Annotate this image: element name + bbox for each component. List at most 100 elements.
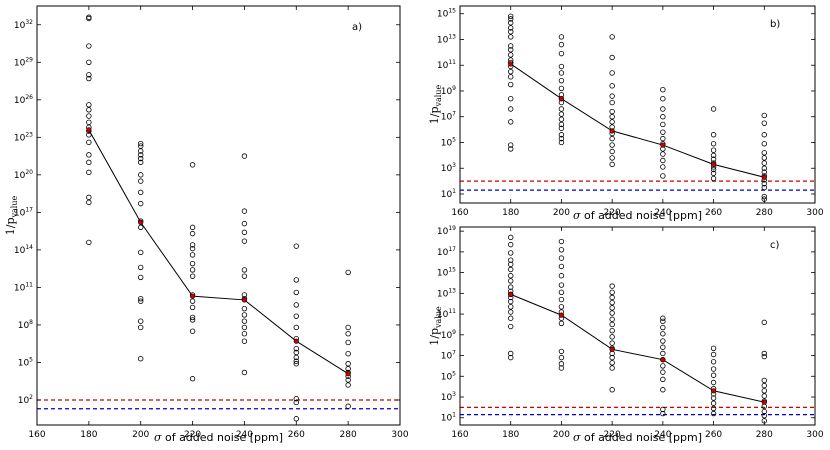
data-point (558, 135, 565, 142)
data-point (660, 129, 666, 135)
data-point (508, 119, 514, 125)
data-point (508, 43, 514, 49)
data-point (241, 312, 248, 318)
data-point (660, 324, 666, 331)
data-point (86, 59, 92, 65)
data-point (508, 250, 514, 256)
data-point (508, 354, 514, 361)
y-tick-label: 1015 (437, 267, 456, 279)
data-point (609, 354, 615, 361)
x-tick-label: 220 (604, 208, 621, 218)
data-point (189, 314, 196, 321)
x-tick-label: 160 (451, 430, 468, 440)
data-point (558, 348, 565, 355)
data-point (138, 178, 144, 184)
data-point (293, 354, 299, 361)
data-point (660, 106, 666, 112)
data-point (189, 273, 196, 279)
data-point (710, 395, 717, 401)
data-point (508, 241, 514, 248)
data-point (609, 161, 615, 168)
data-point (138, 324, 144, 331)
data-point (293, 302, 299, 308)
data-point (761, 180, 767, 187)
data-point (710, 152, 717, 159)
data-point (609, 99, 615, 106)
data-point (558, 255, 565, 261)
data-point (241, 324, 248, 331)
data-point (138, 152, 144, 158)
data-point (293, 349, 299, 356)
x-tick-label: 220 (604, 430, 621, 440)
data-point (241, 273, 248, 279)
x-tick-label: 160 (28, 430, 45, 440)
y-tick-label: 1011 (14, 281, 33, 293)
data-point (609, 365, 615, 371)
data-point (710, 156, 717, 162)
y-axis-title: 1/pvalue (4, 195, 19, 235)
data-point (293, 416, 299, 422)
data-point (138, 356, 144, 362)
data-point (558, 77, 565, 84)
data-point (189, 162, 196, 168)
data-point (293, 399, 299, 406)
data-point (609, 54, 615, 61)
data-point (558, 41, 565, 48)
data-point (508, 298, 514, 305)
data-point (761, 112, 767, 119)
data-point (609, 299, 615, 306)
data-point (660, 164, 666, 170)
x-axis-title: σ of added noise [ppm] (573, 431, 702, 444)
data-point (86, 194, 92, 201)
data-point (508, 29, 514, 35)
data-point (558, 63, 565, 70)
data-point (558, 263, 565, 270)
data-point (86, 169, 92, 176)
data-point (138, 295, 144, 302)
y-tick-label: 1019 (437, 225, 456, 237)
data-point (558, 125, 565, 132)
data-point (241, 338, 248, 344)
data-point (86, 14, 92, 20)
data-point (508, 16, 514, 22)
median-point (345, 371, 351, 377)
data-point (660, 376, 666, 383)
y-tick-label: 1026 (14, 94, 33, 106)
x-tick-label: 300 (806, 430, 823, 440)
data-point (138, 155, 144, 162)
data-point (761, 319, 767, 326)
data-point (293, 358, 299, 364)
data-point (761, 169, 767, 175)
data-point (138, 159, 144, 166)
median-point (710, 161, 717, 167)
x-tick-label: 220 (184, 430, 201, 440)
x-tick-label: 200 (132, 430, 149, 440)
y-tick-label: 1013 (437, 287, 456, 299)
data-point (660, 157, 666, 164)
data-point (508, 74, 514, 80)
data-point (710, 400, 717, 406)
data-point (508, 25, 514, 31)
data-point (710, 405, 717, 412)
data-point (558, 238, 565, 245)
data-point (609, 387, 615, 393)
x-tick-label: 240 (236, 430, 253, 440)
data-point (609, 340, 615, 346)
data-point (761, 120, 767, 126)
data-point (345, 324, 351, 331)
y-tick-label: 108 (18, 319, 33, 331)
data-point (609, 305, 615, 311)
x-tick-label: 300 (806, 208, 823, 218)
data-point (761, 408, 767, 415)
data-point (660, 363, 666, 369)
data-point (189, 267, 196, 273)
data-point (609, 294, 615, 301)
x-tick-label: 280 (340, 430, 357, 440)
data-point (660, 410, 666, 417)
data-point (609, 310, 615, 316)
data-point (710, 132, 717, 138)
data-point (508, 234, 514, 241)
data-point (660, 135, 666, 142)
y-tick-label: 1011 (437, 59, 456, 71)
